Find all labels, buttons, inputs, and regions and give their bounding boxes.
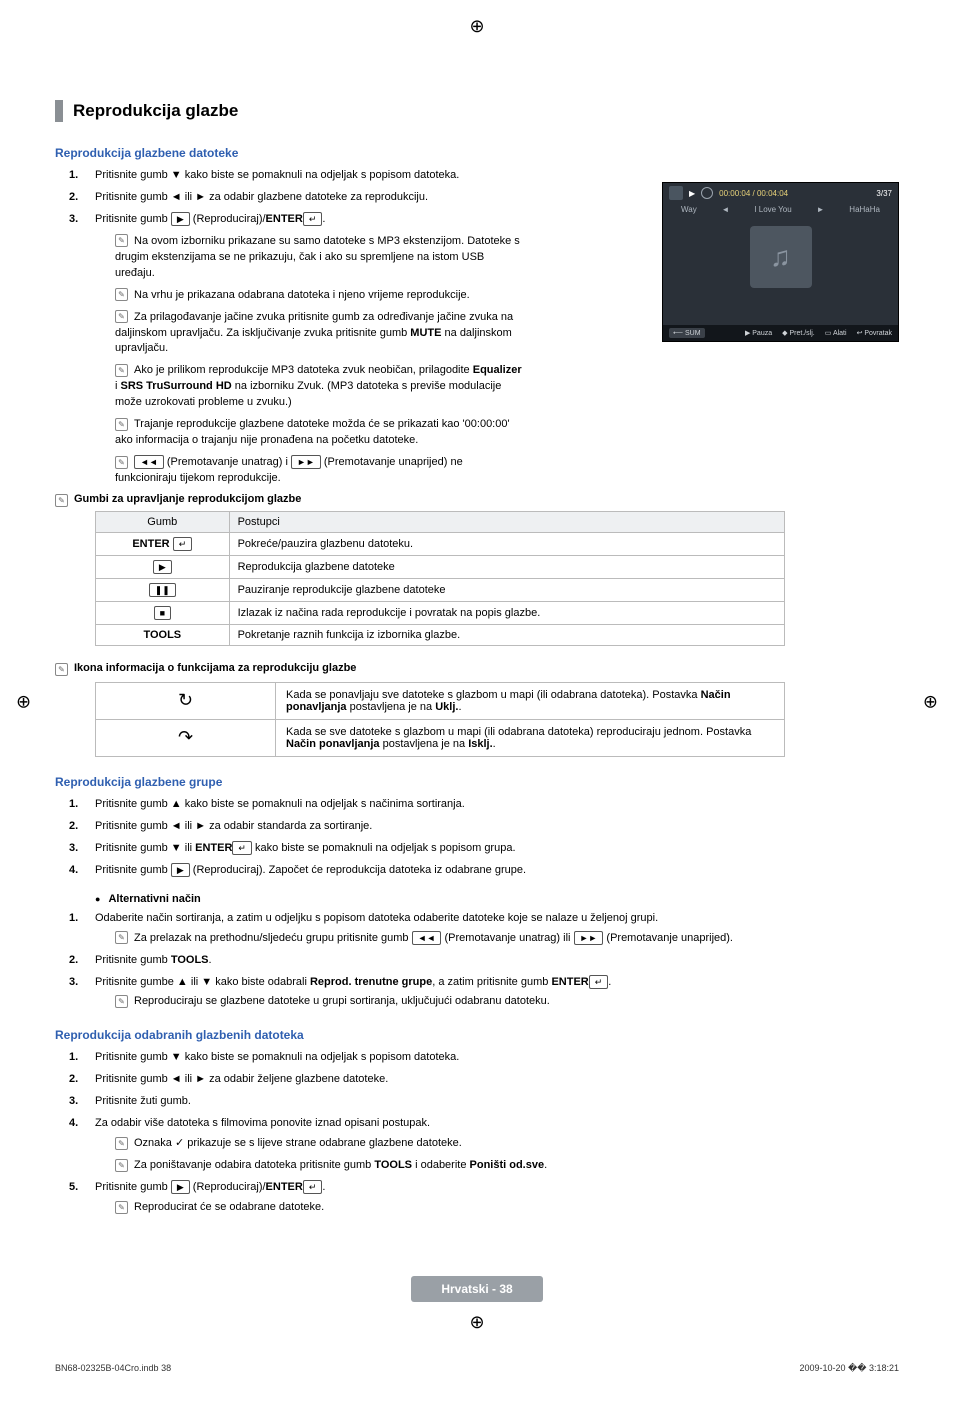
note-icon: ✎	[55, 663, 68, 676]
note: ✎Na ovom izborniku prikazane su samo dat…	[113, 234, 525, 282]
step: 1.Pritisnite gumb ▼ kako biste se pomakn…	[95, 1050, 899, 1066]
subheading-play-selected: Reprodukcija odabranih glazbenih datotek…	[55, 1028, 899, 1042]
note: ✎Reproducirat će se odabrane datoteke.	[113, 1200, 899, 1216]
step: 1.Odaberite način sortiranja, a zatim u …	[95, 911, 899, 947]
step: 4.Pritisnite gumb ▶ (Reproduciraj). Zapo…	[95, 863, 899, 879]
alt-method-heading: Alternativni način	[95, 893, 899, 905]
table-cell: ❚❚	[96, 578, 230, 601]
step: 2.Pritisnite gumb ◄ ili ► za odabir želj…	[95, 1072, 899, 1088]
table-cell: Reprodukcija glazbene datoteke	[229, 555, 784, 578]
registration-mark-icon: ⊕	[469, 16, 484, 37]
rewind-button-icon: ◄◄	[134, 455, 164, 469]
rewind-button-icon: ◄◄	[412, 931, 442, 945]
play-button-icon: ▶	[171, 1180, 190, 1194]
table-caption: Gumbi za upravljanje reprodukcijom glazb…	[74, 493, 301, 505]
note-icon: ✎	[115, 364, 128, 377]
note-icon: ✎	[115, 995, 128, 1008]
table-cell: Kada se ponavljaju sve datoteke s glazbo…	[276, 682, 785, 719]
note: ✎Na vrhu je prikazana odabrana datoteka …	[113, 288, 525, 304]
table-cell: Pauziranje reprodukcije glazbene datotek…	[229, 578, 784, 601]
page-number-pill: Hrvatski - 38	[411, 1276, 542, 1302]
playback-controls-table: GumbPostupci ENTER ↵Pokreće/pauzira glaz…	[95, 511, 785, 646]
step: 2.Pritisnite gumb ◄ ili ► za odabir stan…	[95, 819, 899, 835]
registration-mark-icon: ⊕	[16, 691, 31, 712]
doc-filename: BN68-02325B-04Cro.indb 38	[55, 1363, 171, 1374]
step: 2.Pritisnite gumb TOOLS.	[95, 953, 899, 969]
note-icon: ✎	[115, 1201, 128, 1214]
subheading-play-file: Reprodukcija glazbene datoteke	[55, 146, 899, 160]
note-icon: ✎	[115, 456, 128, 469]
table-cell: ▶	[96, 555, 230, 578]
icons-caption: Ikona informacija o funkcijama za reprod…	[74, 662, 356, 674]
step: 3.Pritisnite gumbe ▲ ili ▼ kako biste od…	[95, 975, 899, 1011]
note: ✎Oznaka ✓ prikazuje se s lijeve strane o…	[113, 1136, 899, 1152]
note-icon: ✎	[115, 310, 128, 323]
step: 5.Pritisnite gumb ▶ (Reproduciraj)/ENTER…	[95, 1180, 899, 1216]
note-icon: ✎	[115, 1137, 128, 1150]
play-button-icon: ▶	[171, 863, 190, 877]
step: 4.Za odabir više datoteka s filmovima po…	[95, 1116, 899, 1174]
note: ✎Za prilagođavanje jačine zvuka pritisni…	[113, 310, 525, 358]
table-cell: Pokretanje raznih funkcija iz izbornika …	[229, 624, 784, 645]
ffwd-button-icon: ►►	[574, 931, 604, 945]
note-icon: ✎	[55, 494, 68, 507]
play-button-icon: ▶	[153, 560, 172, 574]
repeat-once-icon: ↷	[96, 719, 276, 756]
repeat-all-icon: ↻	[96, 682, 276, 719]
ffwd-button-icon: ►►	[291, 455, 321, 469]
note-icon: ✎	[115, 234, 128, 247]
note: ✎Trajanje reprodukcije glazbene datoteke…	[113, 417, 525, 449]
table-header: Gumb	[96, 511, 230, 532]
registration-mark-icon: ⊕	[923, 691, 938, 712]
stop-button-icon: ■	[154, 606, 171, 620]
enter-button-icon: ↵	[303, 212, 323, 226]
step: 2.Pritisnite gumb ◄ ili ► za odabir glaz…	[95, 190, 899, 206]
pause-button-icon: ❚❚	[149, 583, 176, 597]
note-icon: ✎	[115, 931, 128, 944]
step: 1.Pritisnite gumb ▼ kako biste se pomakn…	[95, 168, 899, 184]
doc-timestamp: 2009-10-20 �� 3:18:21	[799, 1363, 899, 1374]
step: 3.Pritisnite gumb ▼ ili ENTER↵ kako bist…	[95, 841, 899, 857]
enter-button-icon: ↵	[589, 975, 609, 989]
enter-button-icon: ↵	[173, 537, 193, 551]
step: 3. Pritisnite gumb ▶ (Reproduciraj)/ENTE…	[95, 212, 899, 487]
enter-button-icon: ↵	[303, 1180, 323, 1194]
step: 3.Pritisnite žuti gumb.	[95, 1094, 899, 1110]
note-icon: ✎	[115, 418, 128, 431]
section-title: Reprodukcija glazbe	[73, 101, 238, 121]
table-cell: Izlazak iz načina rada reprodukcije i po…	[229, 601, 784, 624]
note: ✎Ako je prilikom reprodukcije MP3 datote…	[113, 363, 525, 411]
note: ✎Reproduciraju se glazbene datoteke u gr…	[113, 994, 899, 1010]
note-icon: ✎	[115, 288, 128, 301]
table-cell: ■	[96, 601, 230, 624]
table-cell: Pokreće/pauzira glazbenu datoteku.	[229, 532, 784, 555]
checkmark-icon: ✓	[175, 1137, 184, 1149]
step: 1.Pritisnite gumb ▲ kako biste se pomakn…	[95, 797, 899, 813]
section-accent-bar	[55, 100, 63, 122]
note: ✎◄◄ (Premotavanje unatrag) i ►► (Premota…	[113, 455, 525, 487]
note: ✎Za poništavanje odabira datoteka pritis…	[113, 1158, 899, 1174]
note: ✎Za prelazak na prethodnu/sljedeću grupu…	[113, 931, 899, 947]
repeat-icons-table: ↻ Kada se ponavljaju sve datoteke s glaz…	[95, 682, 785, 757]
subheading-play-group: Reprodukcija glazbene grupe	[55, 775, 899, 789]
enter-button-icon: ↵	[232, 841, 252, 855]
table-cell: ENTER ↵	[96, 532, 230, 555]
note-icon: ✎	[115, 1159, 128, 1172]
table-cell: TOOLS	[96, 624, 230, 645]
table-header: Postupci	[229, 511, 784, 532]
play-button-icon: ▶	[171, 212, 190, 226]
table-cell: Kada se sve datoteke s glazbom u mapi (i…	[276, 719, 785, 756]
